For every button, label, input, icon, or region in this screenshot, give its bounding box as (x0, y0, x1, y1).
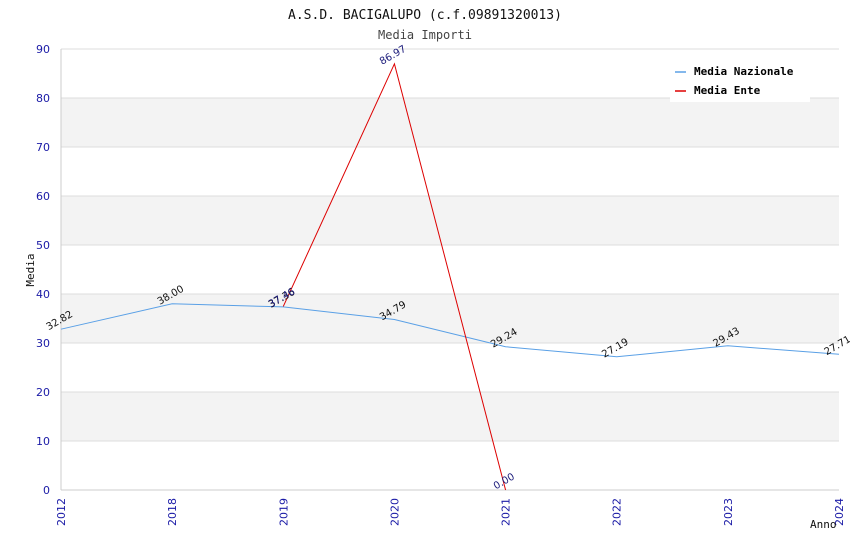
y-tick-label: 80 (36, 92, 50, 105)
y-tick-label: 30 (36, 337, 50, 350)
x-tick-label: 2023 (722, 498, 735, 526)
legend-label-media-nazionale: Media Nazionale (694, 65, 794, 78)
axes (60, 49, 839, 491)
legend: Media Nazionale Media Ente (670, 58, 810, 102)
y-tick-label: 0 (43, 484, 50, 497)
legend-box (670, 58, 810, 102)
series-lines (60, 62, 840, 491)
y-tick-label: 70 (36, 141, 50, 154)
chart-subtitle: Media Importi (378, 28, 472, 42)
x-tick-label: 2020 (388, 498, 401, 526)
y-tick-label: 90 (36, 43, 50, 56)
grid-bands (61, 98, 839, 441)
legend-label-media-ente: Media Ente (694, 84, 761, 97)
gridlines (61, 48, 839, 491)
grid-band (61, 294, 839, 343)
chart-title: A.S.D. BACIGALUPO (c.f.09891320013) (288, 8, 562, 23)
grid-band (61, 98, 839, 147)
series-line-media-nazionale (60, 303, 840, 358)
x-tick-labels: 2012 2018 2019 2020 2021 2022 2023 2024 (55, 498, 846, 526)
x-tick-label: 2021 (500, 498, 513, 526)
x-tick-label: 2012 (55, 498, 68, 526)
grid-band (61, 196, 839, 245)
x-tick-label: 2019 (277, 498, 290, 526)
y-tick-label: 60 (36, 190, 50, 203)
y-tick-label: 10 (36, 435, 50, 448)
x-tick-label: 2022 (611, 498, 624, 526)
y-tick-label: 40 (36, 288, 50, 301)
grid-band (61, 392, 839, 441)
x-axis-label: Anno (810, 518, 837, 531)
data-label-media-ente: 0.00 (492, 472, 517, 493)
x-tick-label: 2018 (166, 498, 179, 526)
y-tick-label: 50 (36, 239, 50, 252)
y-axis-label: Media (24, 253, 37, 286)
y-tick-labels: 0 10 20 30 40 50 60 70 80 90 (36, 43, 50, 497)
series-line-media-ente (282, 62, 507, 491)
y-tick-label: 20 (36, 386, 50, 399)
data-label-media-ente: 86.97 (378, 44, 408, 68)
x-tick-label: 2024 (833, 498, 846, 526)
